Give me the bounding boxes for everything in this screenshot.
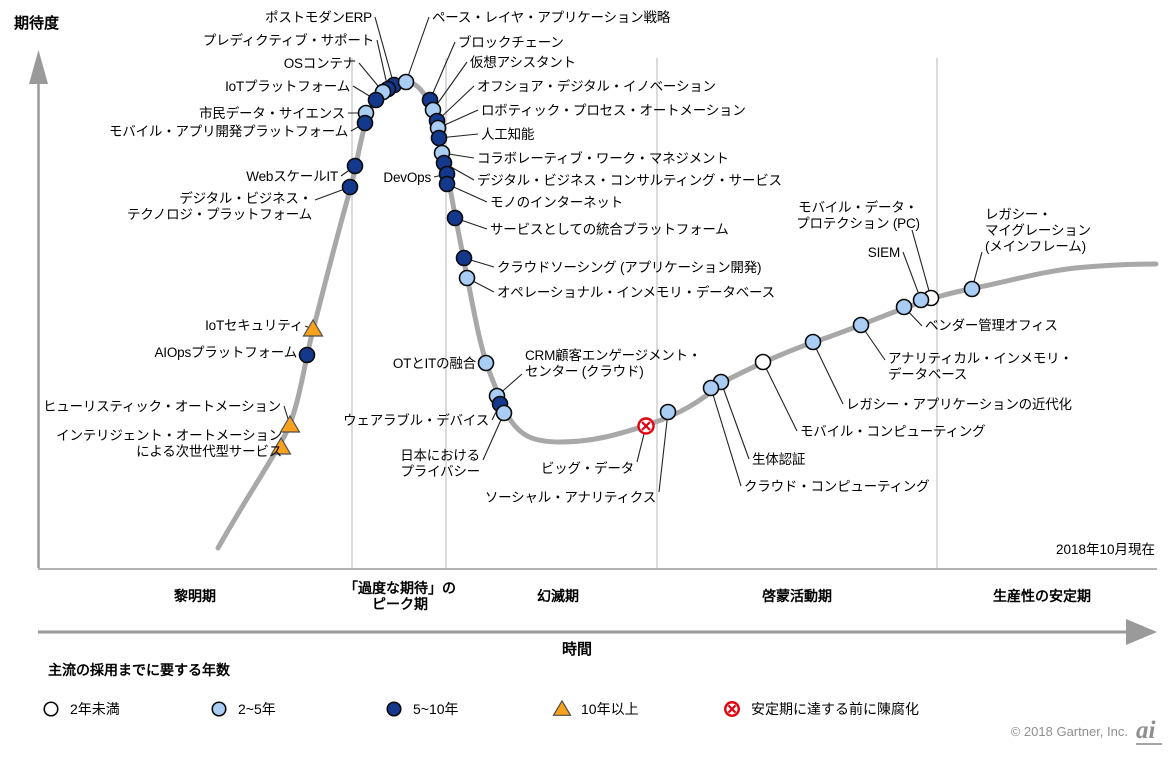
tech-marker (341, 178, 359, 196)
tech-marker (702, 379, 720, 397)
tech-label: レガシー・ マイグレーション (メインフレーム) (985, 207, 1091, 254)
tech-marker (346, 157, 364, 175)
tech-label: モノのインターネット (490, 195, 623, 210)
legend-title: 主流の採用までに要する年数 (48, 662, 230, 678)
tech-label: ベンダー管理オフィス (925, 318, 1058, 333)
tech-marker (852, 316, 870, 334)
tech-label: 人工知能 (481, 127, 535, 142)
tech-label: 仮想アシスタント (470, 55, 576, 70)
y-axis-label: 期待度 (14, 15, 60, 32)
tech-marker (367, 91, 385, 109)
phase-label: 黎明期 (174, 588, 216, 604)
tech-marker (895, 298, 913, 316)
tech-label: DevOps (383, 170, 431, 185)
tech-label: OSコンテナ (283, 56, 357, 71)
legend-item: 10年以上 (551, 698, 639, 720)
tech-marker (279, 414, 301, 433)
site-logo: ai (1136, 717, 1162, 745)
legend-label: 5~10年 (413, 701, 459, 717)
tech-label: 日本における プライバシー (400, 448, 480, 479)
tech-label: ビッグ・データ (540, 461, 634, 476)
legend-item: 2年未満 (40, 698, 120, 720)
legend-item: 5~10年 (383, 698, 459, 720)
tech-label: クラウドソーシング (アプリケーション開発) (497, 260, 762, 275)
tech-label: サービスとしての統合プラットフォーム (490, 222, 729, 237)
tech-marker (637, 417, 655, 435)
tech-label: IoTセキュリティ (205, 318, 303, 333)
y-axis (29, 50, 48, 568)
tech-label: 市民データ・サイエンス (199, 106, 345, 121)
tech-label: CRM顧客エンゲージメント・ センター (クラウド) (525, 348, 702, 379)
tech-label: モバイル・コンピューティング (800, 424, 986, 439)
tech-label: ポストモダンERP (265, 10, 372, 25)
legend-marker-triangle (552, 699, 572, 716)
tech-label: ウェアラブル・デバイス (343, 413, 489, 428)
tech-label: モバイル・アプリ開発プラットフォーム (109, 124, 348, 139)
tech-label: ブロックチェーン (458, 35, 564, 50)
legend-label: 安定期に達する前に陳腐化 (751, 701, 919, 717)
x-axis-label: 時間 (562, 641, 593, 658)
phase-gridlines (351, 58, 938, 568)
legend-label: 2年未満 (70, 701, 120, 717)
site-logo-text: ai (1136, 717, 1156, 744)
tech-markers (270, 73, 981, 455)
date-note: 2018年10月現在 (1055, 542, 1155, 557)
tech-marker (302, 318, 324, 337)
tech-marker (754, 353, 772, 371)
tech-marker (659, 403, 677, 421)
legend-label: 2~5年 (238, 701, 276, 717)
x-axis (38, 619, 1157, 645)
tech-marker (446, 209, 464, 227)
site-logo-bar (1136, 743, 1162, 745)
copyright: © 2018 Gartner, Inc. (1010, 724, 1128, 739)
tech-marker (430, 129, 448, 147)
tech-label: 生体認証 (752, 452, 806, 467)
tech-marker (397, 73, 415, 91)
phase-label: 啓蒙活動期 (762, 588, 832, 604)
tech-marker (356, 114, 374, 132)
tech-label: OTとITの融合 (392, 356, 476, 371)
legend-label: 10年以上 (581, 701, 639, 717)
tech-label: ロボティック・プロセス・オートメーション (481, 103, 746, 118)
tech-label: ソーシャル・アナリティクス (484, 490, 656, 505)
legend-marker-dark (386, 701, 402, 717)
tech-marker (495, 404, 513, 422)
tech-label: レガシー・アプリケーションの近代化 (846, 397, 1072, 412)
tech-label: オペレーショナル・インメモリ・データベース (497, 285, 775, 300)
legend-marker-white (43, 701, 59, 717)
tech-label: AIOpsプラットフォーム (154, 345, 297, 360)
legend-item: 安定期に達する前に陳腐化 (721, 698, 919, 720)
tech-marker (804, 333, 822, 351)
tech-label: デジタル・ビジネス・コンサルティング・サービス (477, 173, 782, 188)
legend-item: 2~5年 (208, 698, 276, 720)
tech-label: モバイル・データ・ プロテクション (PC) (796, 200, 920, 231)
tech-label: デジタル・ビジネス・ テクノロジ・プラットフォーム (127, 191, 312, 222)
phase-label: 幻滅期 (537, 588, 579, 604)
tech-label: クラウド・コンピューティング (744, 479, 930, 494)
legend-marker-light (211, 701, 227, 717)
tech-label: コラボレーティブ・ワーク・マネジメント (477, 151, 729, 166)
tech-label: IoTプラットフォーム (225, 79, 350, 94)
tech-marker (455, 249, 473, 267)
phase-label: 生産性の安定期 (993, 588, 1091, 604)
tech-marker (438, 175, 456, 193)
tech-marker (477, 354, 495, 372)
tech-label: インテリジェント・オートメーション による次世代型サービス (56, 428, 282, 459)
legend-marker-obsolete (724, 701, 740, 717)
tech-label: SIEM (867, 245, 900, 260)
tech-label: オフショア・デジタル・イノベーション (477, 79, 716, 94)
tech-label: WebスケールIT (246, 169, 338, 184)
tech-marker (270, 436, 292, 455)
tech-label: プレディクティブ・サポート (202, 33, 374, 48)
tech-label: アナリティカル・インメモリ・ データベース (888, 351, 1073, 382)
tech-label: ヒューリスティック・オートメーション (42, 399, 281, 414)
phase-label: 「過度な期待」の ピーク期 (344, 580, 456, 612)
tech-marker (963, 280, 981, 298)
tech-marker (298, 346, 316, 364)
tech-label: ペース・レイヤ・アプリケーション戦略 (432, 10, 671, 25)
tech-marker (458, 269, 476, 287)
tech-marker (912, 291, 930, 309)
